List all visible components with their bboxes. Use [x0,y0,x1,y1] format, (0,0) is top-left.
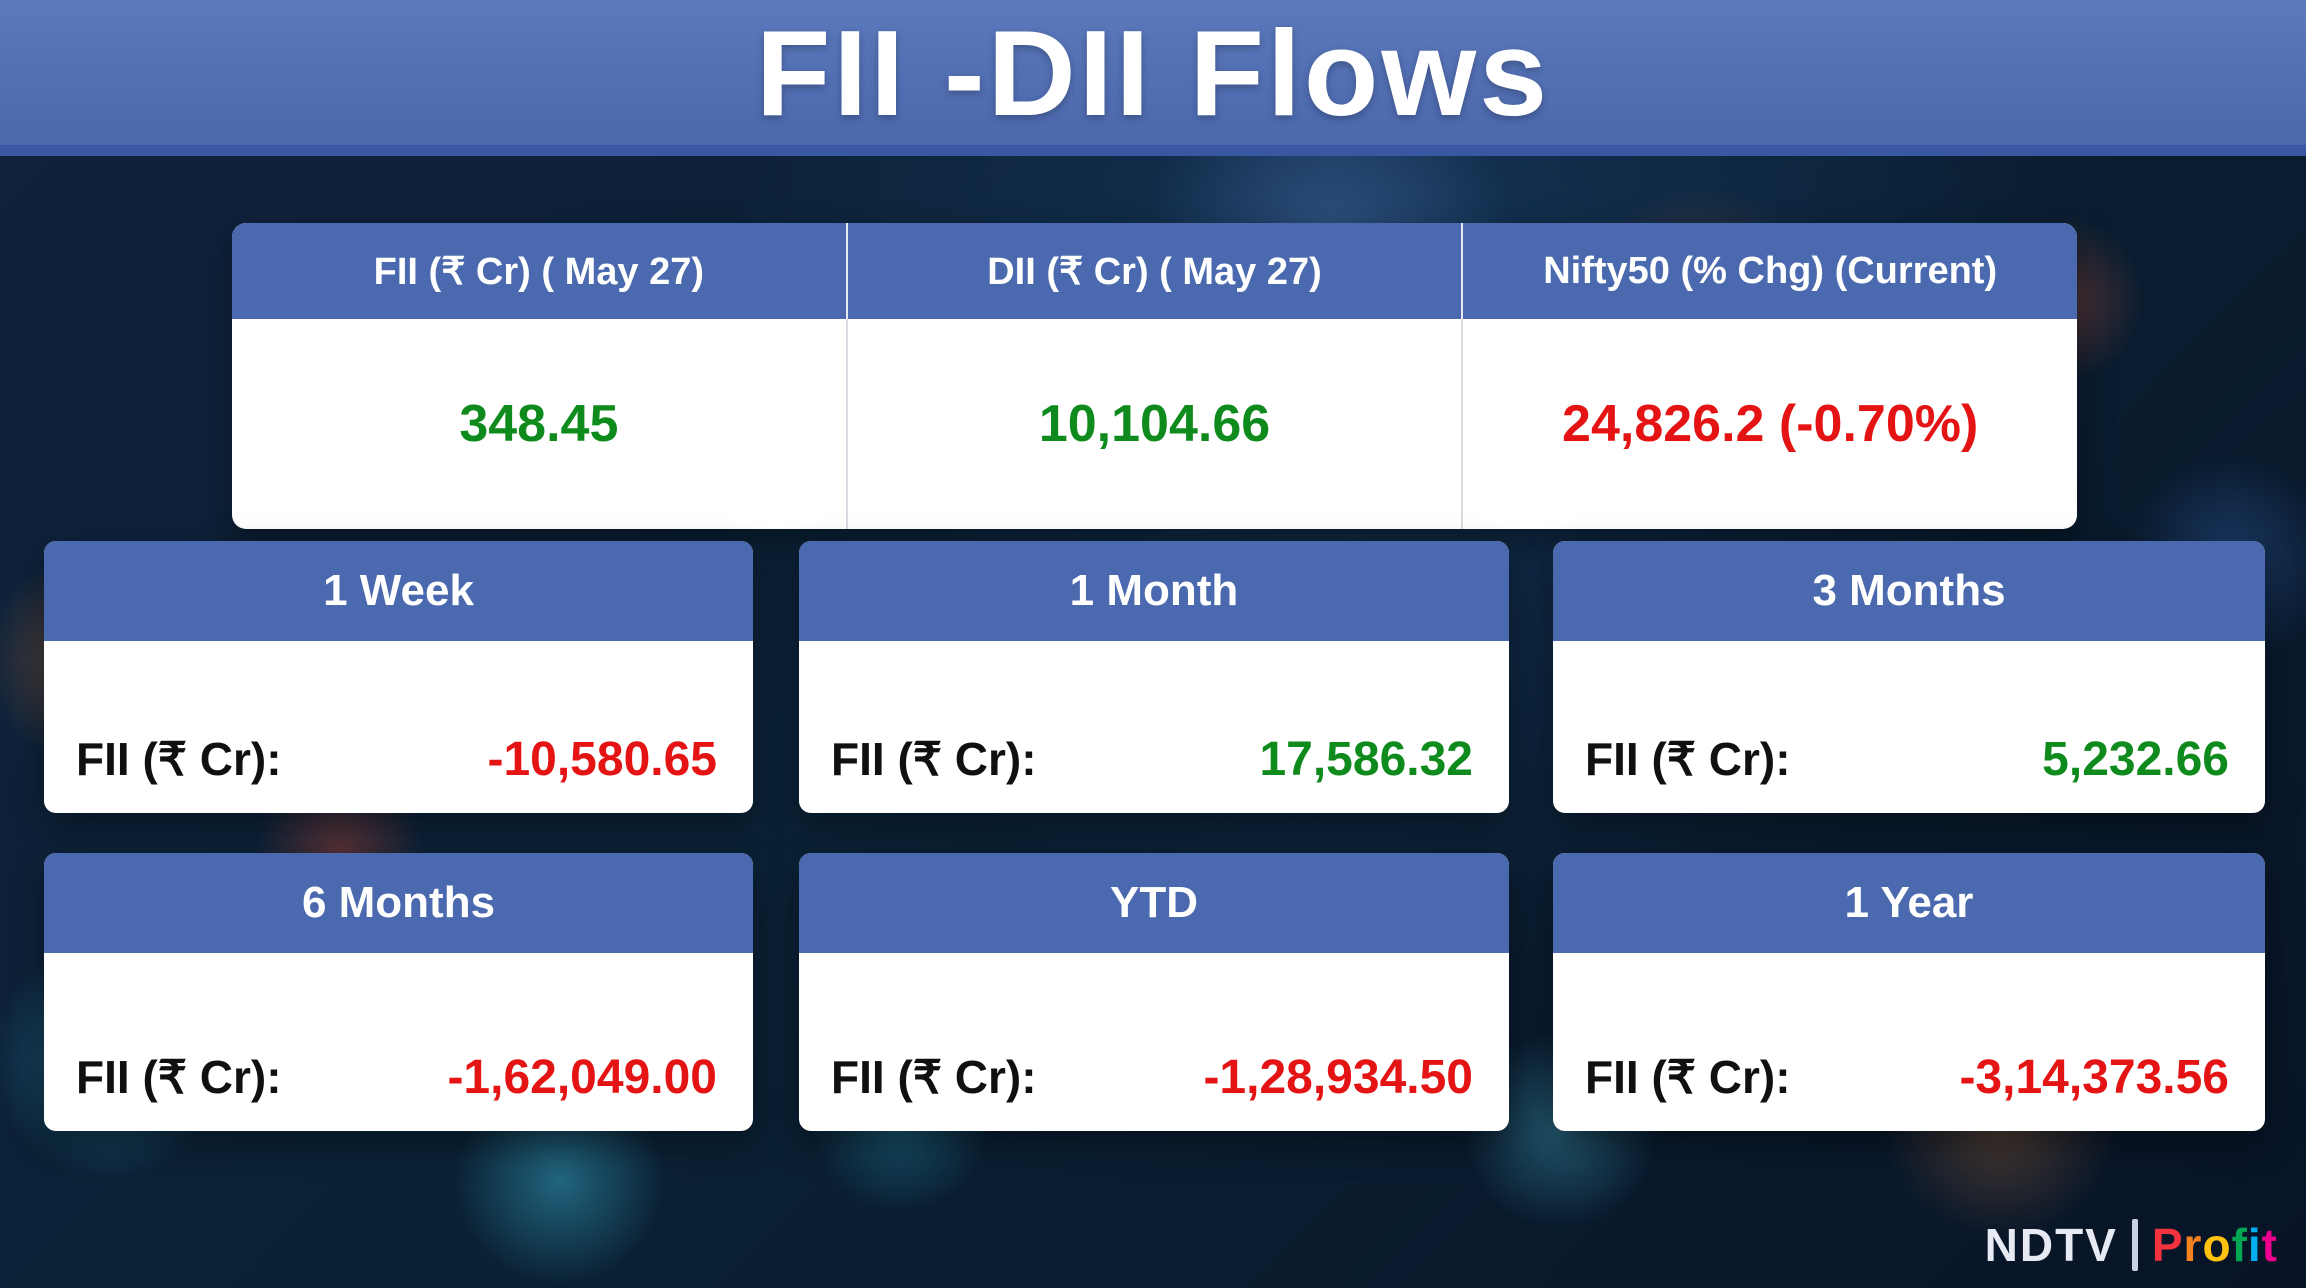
card-ytd-row: FII (₹ Cr): -1,28,934.50 [831,1050,1473,1105]
profit-letter: o [2202,1219,2232,1271]
summary-header-dii: DII (₹ Cr) ( May 27) [848,223,1464,319]
card-3-months: 3 Months FII (₹ Cr): 5,232.66 [1553,541,2265,813]
profit-letter: f [2231,1219,2248,1271]
fii-value: 5,232.66 [2042,733,2229,786]
card-1-week: 1 Week FII (₹ Cr): -10,580.65 [44,541,753,813]
card-1-month: 1 Month FII (₹ Cr): 17,586.32 [799,541,1509,813]
card-1-month-body: FII (₹ Cr): 17,586.32 [799,641,1509,813]
card-ytd-body: FII (₹ Cr): -1,28,934.50 [799,953,1509,1131]
card-3-months-title: 3 Months [1553,541,2265,641]
fii-label: FII (₹ Cr): [831,1051,1037,1103]
card-1-year-body: FII (₹ Cr): -3,14,373.56 [1553,953,2265,1131]
fii-value: -10,580.65 [487,733,717,786]
card-1-week-row: FII (₹ Cr): -10,580.65 [76,732,717,787]
fii-label: FII (₹ Cr): [1585,1051,1791,1103]
fii-value: 17,586.32 [1259,733,1473,786]
card-6-months-row: FII (₹ Cr): -1,62,049.00 [76,1050,717,1105]
card-1-year: 1 Year FII (₹ Cr): -3,14,373.56 [1553,853,2265,1131]
profit-wordmark: P r o f i t [2152,1218,2278,1272]
logo-divider [2131,1219,2138,1271]
profit-letter: i [2247,1219,2262,1271]
fii-label: FII (₹ Cr): [76,1051,282,1103]
profit-letter: t [2261,1219,2278,1271]
page-title: FII -DII Flows [755,4,1551,141]
summary-header-fii: FII (₹ Cr) ( May 27) [232,223,848,319]
fii-value: -1,28,934.50 [1203,1051,1473,1104]
summary-value-fii: 348.45 [232,319,848,529]
card-1-month-title: 1 Month [799,541,1509,641]
profit-letter: r [2183,1219,2203,1271]
card-3-months-body: FII (₹ Cr): 5,232.66 [1553,641,2265,813]
fii-label: FII (₹ Cr): [76,733,282,785]
ndtv-profit-logo: NDTV P r o f i t [1985,1218,2278,1272]
summary-value-dii: 10,104.66 [848,319,1464,529]
card-6-months-title: 6 Months [44,853,753,953]
summary-value-nifty: 24,826.2 (-0.70%) [1562,395,1979,453]
summary-value-row: 348.45 10,104.66 24,826.2 (-0.70%) [232,319,2077,529]
profit-letter: P [2151,1219,2184,1271]
summary-header-nifty: Nifty50 (% Chg) (Current) [1543,249,1998,292]
ndtv-wordmark: NDTV [1984,1219,2118,1271]
card-6-months-body: FII (₹ Cr): -1,62,049.00 [44,953,753,1131]
card-1-month-row: FII (₹ Cr): 17,586.32 [831,732,1473,787]
header-banner: FII -DII Flows [0,0,2306,156]
fii-value: -3,14,373.56 [1959,1051,2229,1104]
summary-header-row: FII (₹ Cr) ( May 27) DII (₹ Cr) ( May 27… [232,223,2077,319]
card-ytd-title: YTD [799,853,1509,953]
card-3-months-row: FII (₹ Cr): 5,232.66 [1585,732,2229,787]
summary-card: FII (₹ Cr) ( May 27) DII (₹ Cr) ( May 27… [232,223,2077,529]
card-1-week-title: 1 Week [44,541,753,641]
fii-label: FII (₹ Cr): [1585,733,1791,785]
card-1-year-title: 1 Year [1553,853,2265,953]
fii-value: -1,62,049.00 [447,1051,717,1104]
card-1-year-row: FII (₹ Cr): -3,14,373.56 [1585,1050,2229,1105]
card-ytd: YTD FII (₹ Cr): -1,28,934.50 [799,853,1509,1131]
fii-label: FII (₹ Cr): [831,733,1037,785]
card-1-week-body: FII (₹ Cr): -10,580.65 [44,641,753,813]
card-6-months: 6 Months FII (₹ Cr): -1,62,049.00 [44,853,753,1131]
